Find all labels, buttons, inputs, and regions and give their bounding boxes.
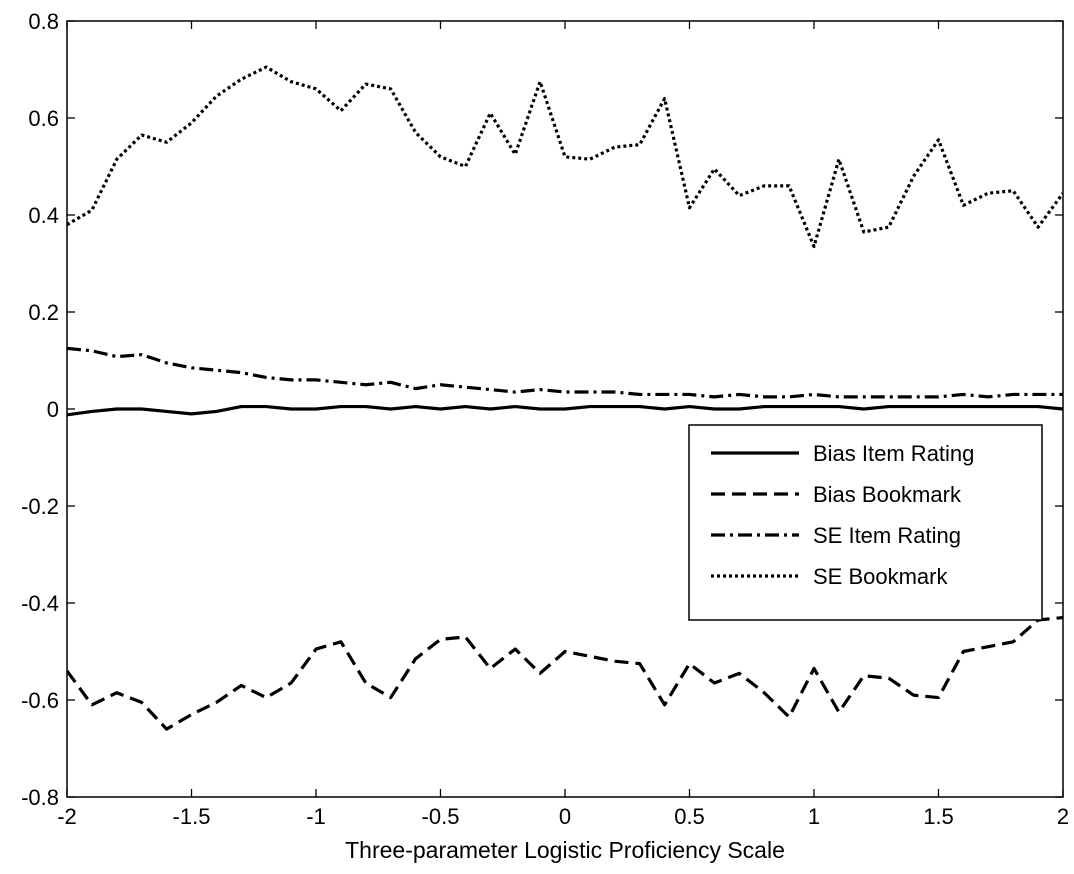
y-tick-label: 0 bbox=[47, 397, 59, 422]
ticks-group: -2 -1.5 -1 -0.5 0 0.5 1 1.5 2 -0.8 -0.6 -0.4 -0.2 0 0.… bbox=[21, 9, 1069, 829]
legend: Bias Item Rating Bias Bookmark SE Item Rat… bbox=[688, 424, 1043, 621]
x-tick-label: -0.5 bbox=[422, 804, 460, 829]
x-tick-label: -1 bbox=[306, 804, 326, 829]
series-line-se-bookmark bbox=[67, 65, 1063, 249]
y-tick-label: 0.2 bbox=[28, 300, 59, 325]
y-tick-label: -0.6 bbox=[21, 688, 59, 713]
legend-label: SE Item Rating bbox=[813, 523, 961, 548]
y-tick-label: -0.8 bbox=[21, 785, 59, 810]
x-tick-label: 1 bbox=[808, 804, 820, 829]
y-tick-label: 0.4 bbox=[28, 203, 59, 228]
y-tick-label: -0.2 bbox=[21, 494, 59, 519]
plot-area: -2 -1.5 -1 -0.5 0 0.5 1 1.5 2 -0.8 -0.6 -0.4 -0.2 0 0.… bbox=[21, 9, 1069, 863]
series-line-se-item-rating bbox=[67, 346, 1063, 399]
series-line-bias-item-rating bbox=[67, 404, 1063, 417]
x-axis-label: Three-parameter Logistic Proficiency Sca… bbox=[345, 837, 785, 863]
y-tick-label: 0.6 bbox=[28, 106, 59, 131]
y-tick-label: 0.8 bbox=[28, 9, 59, 34]
legend-label: SE Bookmark bbox=[813, 564, 948, 589]
legend-box bbox=[688, 424, 1043, 621]
series-line-bias-bookmark bbox=[67, 615, 1063, 731]
series-group bbox=[67, 65, 1063, 731]
legend-label: Bias Bookmark bbox=[813, 482, 962, 507]
y-tick-label: -0.4 bbox=[21, 591, 59, 616]
x-tick-label: 1.5 bbox=[923, 804, 954, 829]
x-tick-label: -1.5 bbox=[173, 804, 211, 829]
x-tick-label: 0 bbox=[559, 804, 571, 829]
x-tick-label: -2 bbox=[57, 804, 77, 829]
x-tick-label: 2 bbox=[1057, 804, 1069, 829]
legend-label: Bias Item Rating bbox=[813, 441, 974, 466]
x-tick-label: 0.5 bbox=[674, 804, 705, 829]
